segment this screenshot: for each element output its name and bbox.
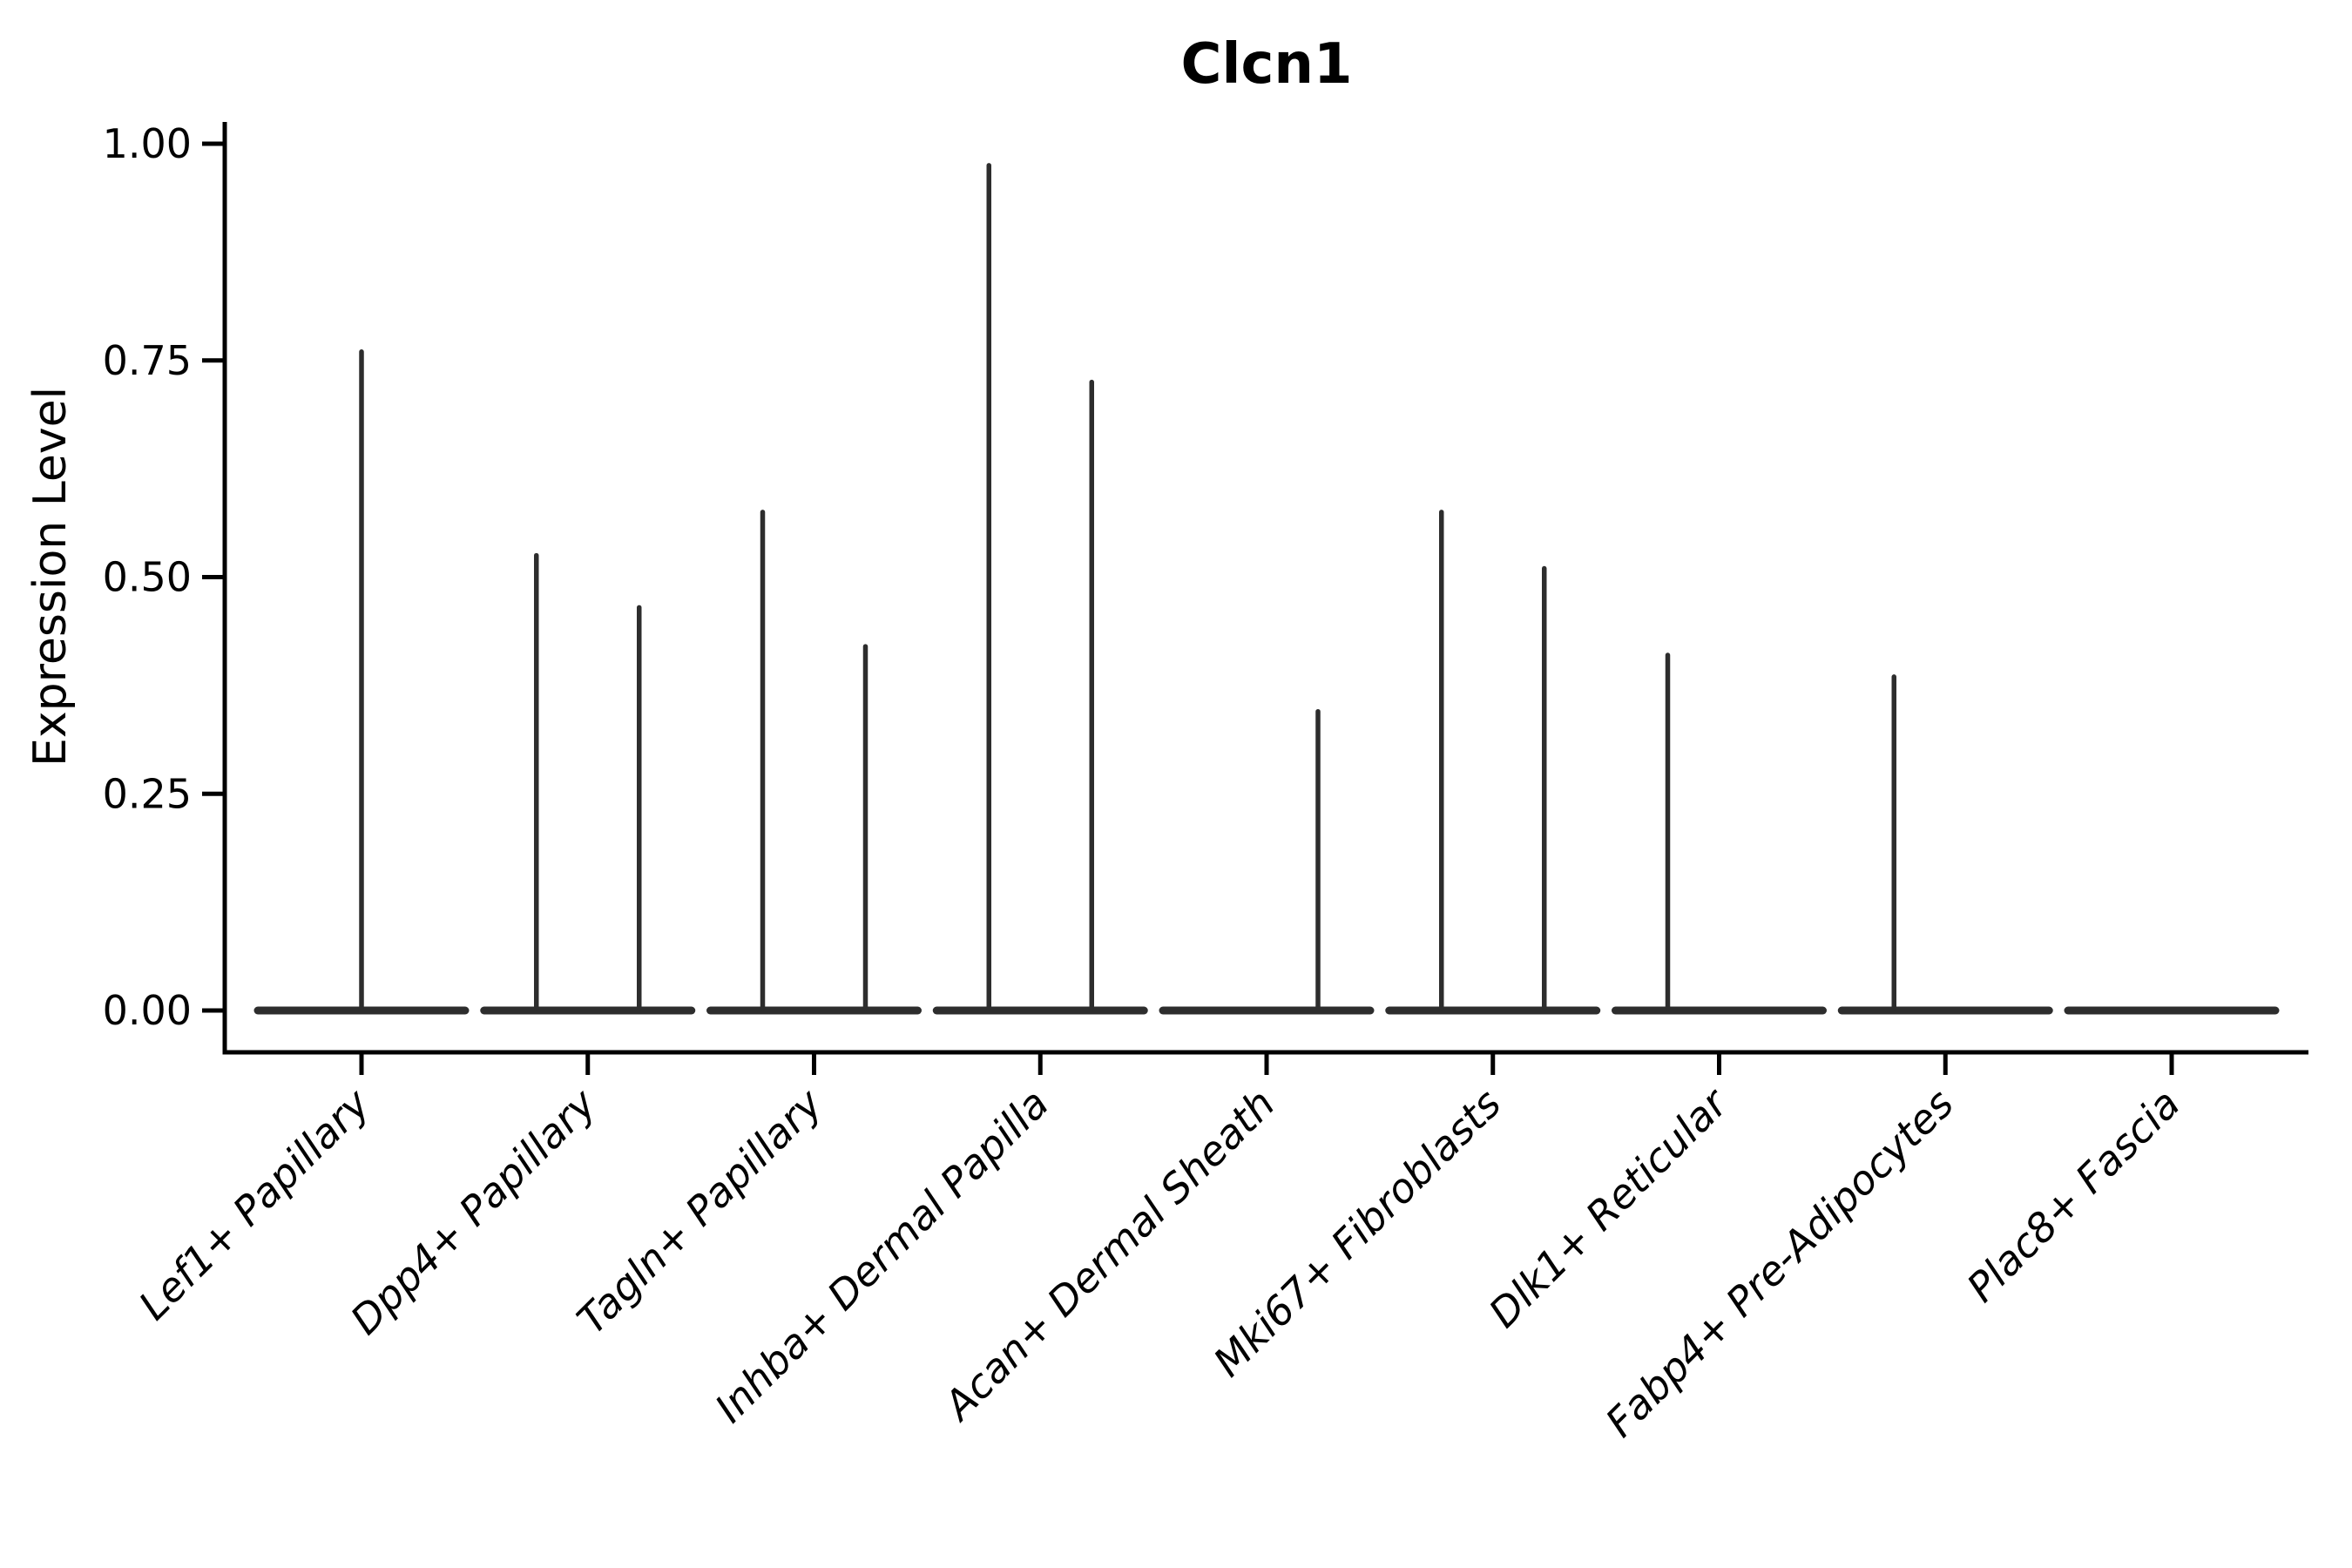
y-tick-label: 0.25 xyxy=(103,770,192,817)
y-tick-label: 1.00 xyxy=(103,120,192,167)
y-axis-title: Expression Level xyxy=(24,387,77,767)
y-tick-label: 0.50 xyxy=(103,554,192,601)
violins xyxy=(253,163,2280,1015)
y-tick-label: 0.75 xyxy=(103,337,192,384)
x-tick-label: Dpp4+ Papillary xyxy=(341,1079,605,1343)
x-tick-label: Plac8+ Fascia xyxy=(1957,1080,2188,1311)
y-tick-labels: 0.00 0.25 0.50 0.75 1.00 xyxy=(103,120,225,1034)
x-tick-label: Lef1+ Papillary xyxy=(130,1079,379,1328)
plot-title: Clcn1 xyxy=(1181,32,1353,97)
x-tick-label: Dlk1+ Reticular xyxy=(1480,1078,1739,1336)
y-tick-label: 0.00 xyxy=(103,987,192,1034)
x-tick-label: Tagln+ Papillary xyxy=(568,1079,832,1343)
